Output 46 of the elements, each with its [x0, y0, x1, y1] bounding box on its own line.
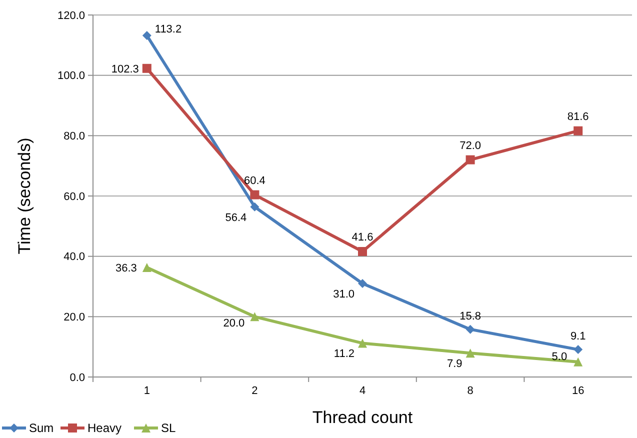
data-label: 36.3	[115, 262, 137, 274]
point	[250, 312, 260, 322]
data-label: 11.2	[334, 348, 354, 360]
x-tick-label: 1	[144, 385, 150, 397]
y-axis-title: Time (seconds)	[15, 138, 34, 254]
legend-label: Sum	[29, 421, 54, 435]
data-label: 9.1	[570, 330, 586, 343]
point	[574, 345, 583, 354]
point	[250, 190, 260, 200]
y-tick-label: 60.0	[64, 190, 85, 203]
point	[466, 155, 475, 164]
x-tick-label: 16	[572, 385, 584, 397]
data-label: 41.6	[352, 232, 374, 244]
data-label: 7.9	[447, 358, 462, 370]
point	[358, 338, 367, 348]
point	[358, 278, 367, 288]
point	[466, 348, 475, 358]
y-tick-label: 40.0	[64, 251, 85, 264]
point	[574, 357, 583, 366]
data-label: 60.4	[244, 174, 266, 187]
point	[574, 126, 583, 136]
data-label: 113.2	[154, 24, 182, 36]
data-label: 56.4	[225, 212, 247, 224]
data-label: 102.3	[111, 63, 139, 76]
data-label: 15.8	[460, 310, 482, 322]
legend-label: Heavy	[88, 421, 122, 435]
data-label: 81.6	[567, 110, 589, 123]
point	[358, 247, 367, 256]
legend-label: SL	[161, 421, 176, 435]
x-tick-label: 4	[359, 385, 366, 397]
point	[142, 262, 152, 272]
data-label: 31.0	[333, 288, 354, 300]
point	[250, 202, 260, 212]
y-tick-label: 120.0	[57, 10, 85, 22]
data-label: 20.0	[223, 318, 245, 330]
y-tick-label: 0.0	[70, 372, 85, 384]
x-axis-title: Thread count	[312, 408, 413, 427]
point	[466, 324, 475, 334]
data-label: 72.0	[460, 140, 482, 152]
y-tick-label: 20.0	[64, 312, 85, 324]
x-tick-label: 2	[252, 385, 258, 397]
y-tick-label: 100.0	[57, 70, 85, 82]
x-tick-label: 8	[467, 385, 474, 397]
point	[142, 64, 152, 73]
y-tick-label: 80.0	[64, 130, 85, 143]
point	[142, 31, 152, 40]
